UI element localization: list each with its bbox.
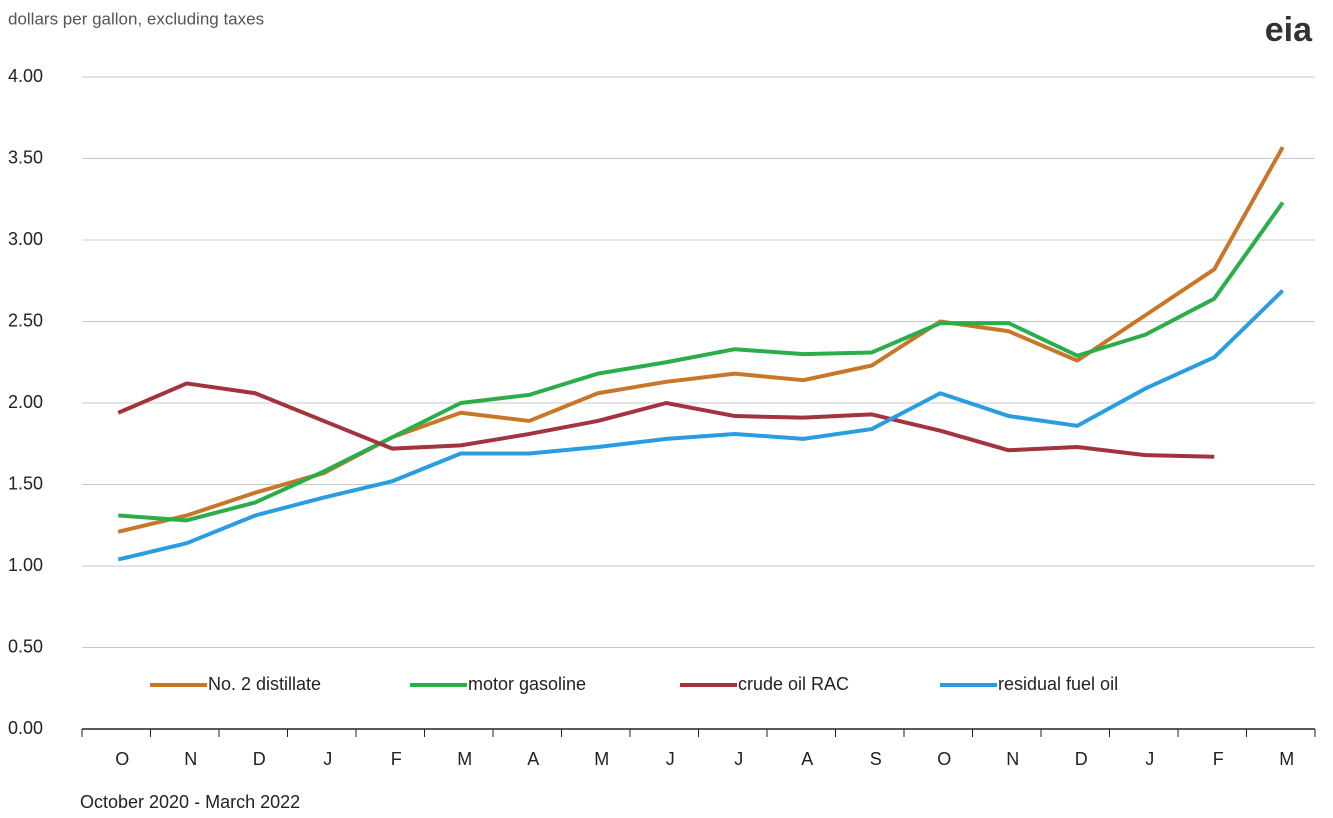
series-line <box>117 289 1285 562</box>
x-tick-label: J <box>1145 749 1154 769</box>
x-tick-label: J <box>734 749 743 769</box>
y-tick-label: 4.00 <box>8 66 43 86</box>
x-tick-label: M <box>1279 749 1294 769</box>
y-tick-label: 2.50 <box>8 310 43 330</box>
x-axis-label: October 2020 - March 2022 <box>80 792 300 812</box>
x-tick-label: A <box>801 749 813 769</box>
y-tick-label: 2.00 <box>8 392 43 412</box>
chart-subtitle: dollars per gallon, excluding taxes <box>8 9 264 28</box>
y-tick-label: 0.50 <box>8 636 43 656</box>
x-tick-label: O <box>937 749 951 769</box>
x-tick-label: N <box>184 749 197 769</box>
x-tick-label: N <box>1006 749 1019 769</box>
legend-label: motor gasoline <box>468 674 586 694</box>
y-tick-label: 0.00 <box>8 718 43 738</box>
x-tick-label: M <box>594 749 609 769</box>
x-tick-label: M <box>457 749 472 769</box>
x-tick-label: O <box>115 749 129 769</box>
y-tick-label: 3.50 <box>8 147 43 167</box>
y-tick-label: 3.00 <box>8 229 43 249</box>
legend-label: residual fuel oil <box>998 674 1118 694</box>
series-line <box>117 381 1215 459</box>
x-tick-label: D <box>253 749 266 769</box>
y-tick-label: 1.50 <box>8 473 43 493</box>
x-tick-label: J <box>323 749 332 769</box>
x-tick-label: F <box>1213 749 1224 769</box>
x-tick-label: S <box>870 749 882 769</box>
x-tick-label: A <box>527 749 539 769</box>
x-tick-label: J <box>666 749 675 769</box>
series-line <box>118 201 1285 523</box>
logo: eia <box>1265 11 1313 49</box>
x-tick-label: D <box>1075 749 1088 769</box>
series-line <box>117 146 1285 534</box>
legend-label: No. 2 distillate <box>208 674 321 694</box>
x-tick-label: F <box>391 749 402 769</box>
legend-label: crude oil RAC <box>738 674 849 694</box>
y-tick-label: 1.00 <box>8 555 43 575</box>
